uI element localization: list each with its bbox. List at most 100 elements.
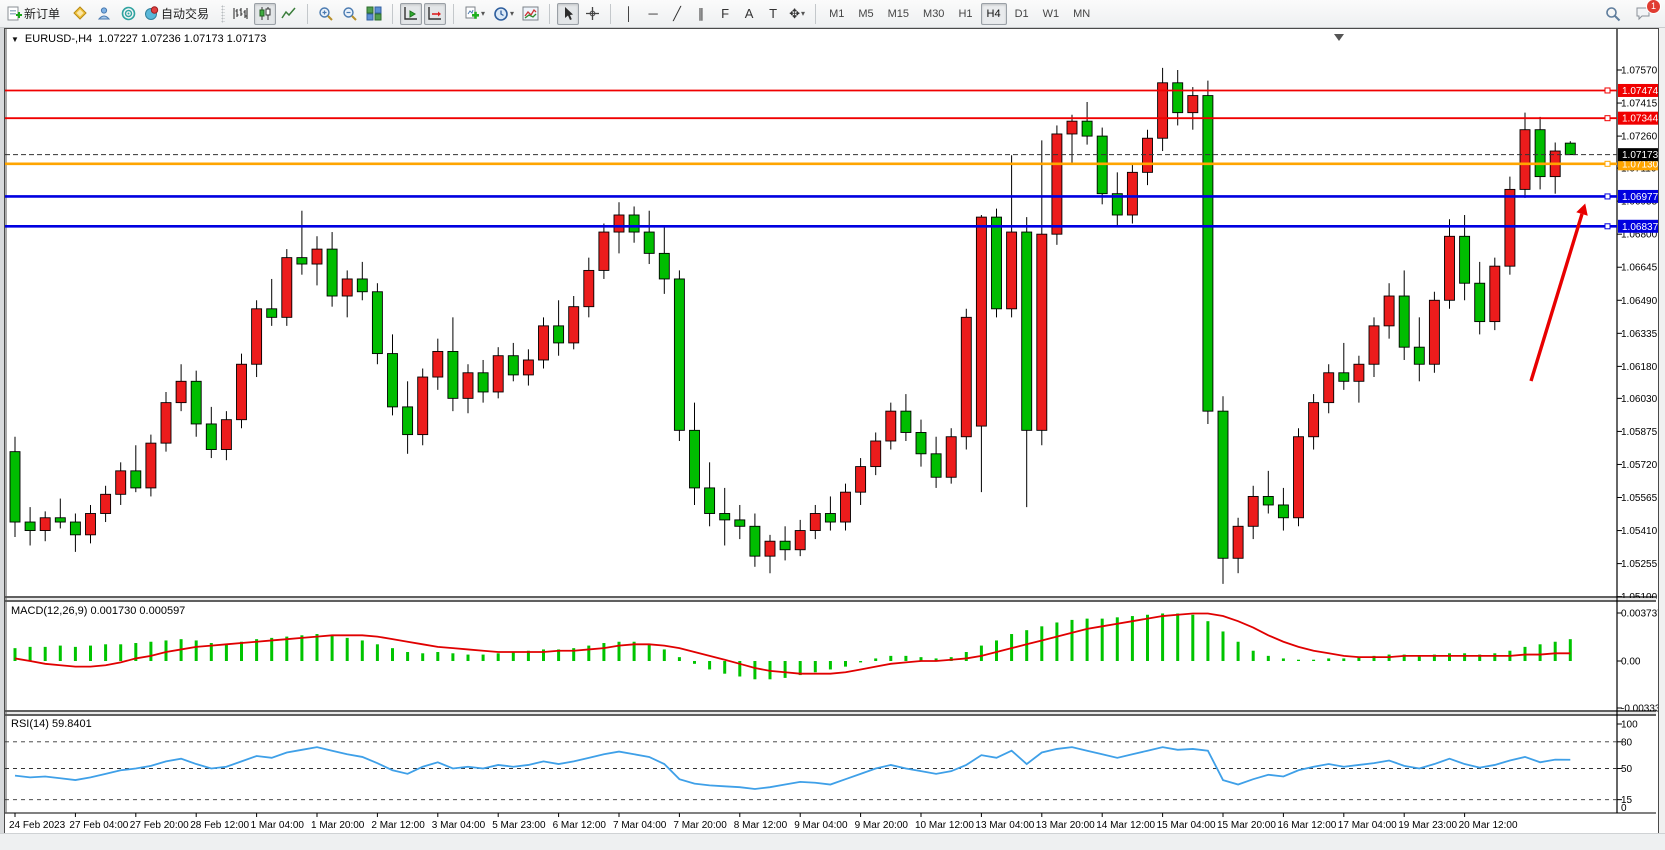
bear-candle [402,406,414,436]
timeframe-h1-button[interactable]: H1 [958,7,973,20]
notifications-button[interactable]: 1 [1632,0,1661,25]
zoom-in-button[interactable] [315,3,337,25]
one-click-trading-toggle-icon[interactable]: ▼ [11,34,19,44]
bar-chart-icon [233,8,248,19]
timeframe-mn-button[interactable]: MN [1073,7,1091,20]
autotrading-button[interactable]: 自动交易 [141,3,216,25]
cursor-button[interactable] [557,2,580,25]
timeframe-m30-button[interactable]: M30 [923,7,945,20]
text-tool-button[interactable]: A [738,3,760,25]
arrows-tool-button[interactable]: ✥ ▾ [786,3,808,25]
bull-candle [794,530,806,551]
chart-shift-button[interactable] [424,2,447,25]
time-axis-label: 20 Mar 12:00 [1459,820,1518,831]
toolbar-grip[interactable] [221,4,226,23]
time-axis-label: 9 Mar 20:00 [855,820,909,831]
bid-price-label-text: 1.07173 [1622,150,1658,161]
timeframe-h4-button[interactable]: H4 [980,2,1007,25]
time-axis-label: 27 Feb 04:00 [69,820,128,831]
toolbar-separator [549,3,551,24]
new-chart-button[interactable]: ▾ [461,3,488,25]
rsi-axis-zero: 0 [1621,803,1627,814]
new-order-button[interactable]: 新订单 [4,3,67,25]
indicators-button[interactable] [519,3,542,25]
fibonacci-tool-button[interactable]: F [714,3,736,25]
bear-candle [507,355,519,376]
bull-candle [462,372,474,399]
price-label-boxes: 1.07474 1.07344 1.07130 1.06977 1.06837 1.071… [1618,83,1658,233]
bear-candle [779,540,791,551]
timeframe-w1-button[interactable]: W1 [1042,7,1060,20]
bear-candle [69,521,81,536]
price-axis-tick: 1.06645 [1621,263,1658,274]
bull-candle [1383,295,1395,327]
bull-candle [1142,137,1153,173]
bull-candle [1036,233,1048,431]
new-chart-caret-icon: ▾ [481,9,486,18]
clock-icon [494,6,508,21]
text-label-tool-button[interactable]: T [762,3,784,25]
macd-group [13,612,1572,680]
price-chart-canvas[interactable]: 1.075701.074151.072601.071101.069551.068… [5,29,1658,833]
bull-candle [160,402,172,444]
trendline-tool-button[interactable]: ╱ [666,3,688,25]
bull-candle [975,216,987,427]
bull-candle [809,513,821,532]
new-order-label: 新订单 [24,7,61,21]
horizontal-line-tool-button[interactable]: ─ [642,3,664,25]
rsi-axis-tick: 15 [1621,795,1633,806]
toolbar-right-group: 1 [1602,0,1661,25]
cursor-group [557,2,603,25]
time-axis-label: 27 Feb 20:00 [130,820,189,831]
price-axis-tick: 1.06800 [1621,230,1658,241]
bull-candle [1006,231,1018,310]
market-watch-button[interactable] [69,3,91,25]
timeframe-d1-button[interactable]: D1 [1014,7,1029,20]
timeframe-m15-button[interactable]: M15 [887,7,910,20]
bull-candle [855,466,867,493]
tile-windows-button[interactable] [363,3,385,25]
chart-window[interactable]: 1.075701.074151.072601.071101.069551.068… [4,28,1659,834]
auto-scroll-button[interactable] [400,2,423,25]
chart-ohlc-quotes: 1.07227 1.07236 1.07173 1.07173 [98,33,267,45]
bar-chart-button[interactable] [230,3,252,25]
bear-candle [1262,495,1274,506]
rsi-axis-tick: 100 [1621,720,1638,731]
support-line-1-label-text: 1.06977 [1622,192,1658,203]
time-axis-label: 13 Mar 20:00 [1036,820,1095,831]
price-axis-tick: 1.06180 [1621,362,1658,373]
bear-candle [356,278,368,293]
equidistant-channel-tool-icon: ∥ [697,6,705,21]
line-chart-button[interactable] [278,3,300,25]
rsi-indicator-label: RSI(14) 59.8401 [11,718,92,730]
bear-candle [1564,142,1576,156]
text-tool-icon: A [744,6,754,21]
auto-scroll-icon [404,7,418,20]
bear-candle [54,517,66,523]
chart-shift-icon [428,7,442,20]
arrow-annotation [1529,203,1588,382]
chart-symbol-period: EURUSD-,H4 [24,33,93,45]
price-axis-tick: 1.05100 [1621,592,1658,603]
bear-candle [1081,120,1093,137]
vertical-line-tool-button[interactable]: │ [618,3,640,25]
autotrading-label: 自动交易 [161,7,210,21]
timeframe-m1-button[interactable]: M1 [829,7,845,20]
support-line-2-handle [1604,223,1611,230]
timeframe-m5-button[interactable]: M5 [858,7,874,20]
navigator-button[interactable] [117,3,139,25]
bear-candle [1459,235,1471,284]
price-axis-tick: 1.05255 [1621,559,1658,570]
equidistant-channel-tool-button[interactable]: ∥ [690,3,712,25]
candlestick-chart-button[interactable] [254,2,277,25]
bear-candle [658,252,670,280]
data-window-button[interactable] [93,3,115,25]
bull-candle [568,306,580,344]
bull-candle [870,440,882,468]
bear-candle [1202,95,1214,412]
search-button[interactable] [1602,3,1624,25]
zoom-out-button[interactable] [339,3,361,25]
period-button[interactable]: ▾ [490,3,517,25]
crosshair-button[interactable] [581,3,603,25]
